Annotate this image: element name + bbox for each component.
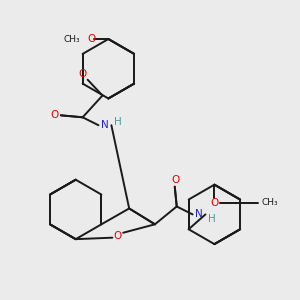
Text: CH₃: CH₃	[262, 198, 278, 207]
Text: O: O	[51, 110, 59, 120]
Text: O: O	[87, 34, 96, 44]
Text: O: O	[79, 69, 87, 79]
Text: N: N	[195, 209, 203, 219]
Text: H: H	[114, 117, 122, 127]
Text: N: N	[100, 120, 108, 130]
Text: O: O	[113, 231, 122, 241]
Text: H: H	[208, 214, 215, 224]
Text: O: O	[210, 197, 218, 208]
Text: O: O	[172, 175, 180, 185]
Text: CH₃: CH₃	[63, 34, 80, 43]
